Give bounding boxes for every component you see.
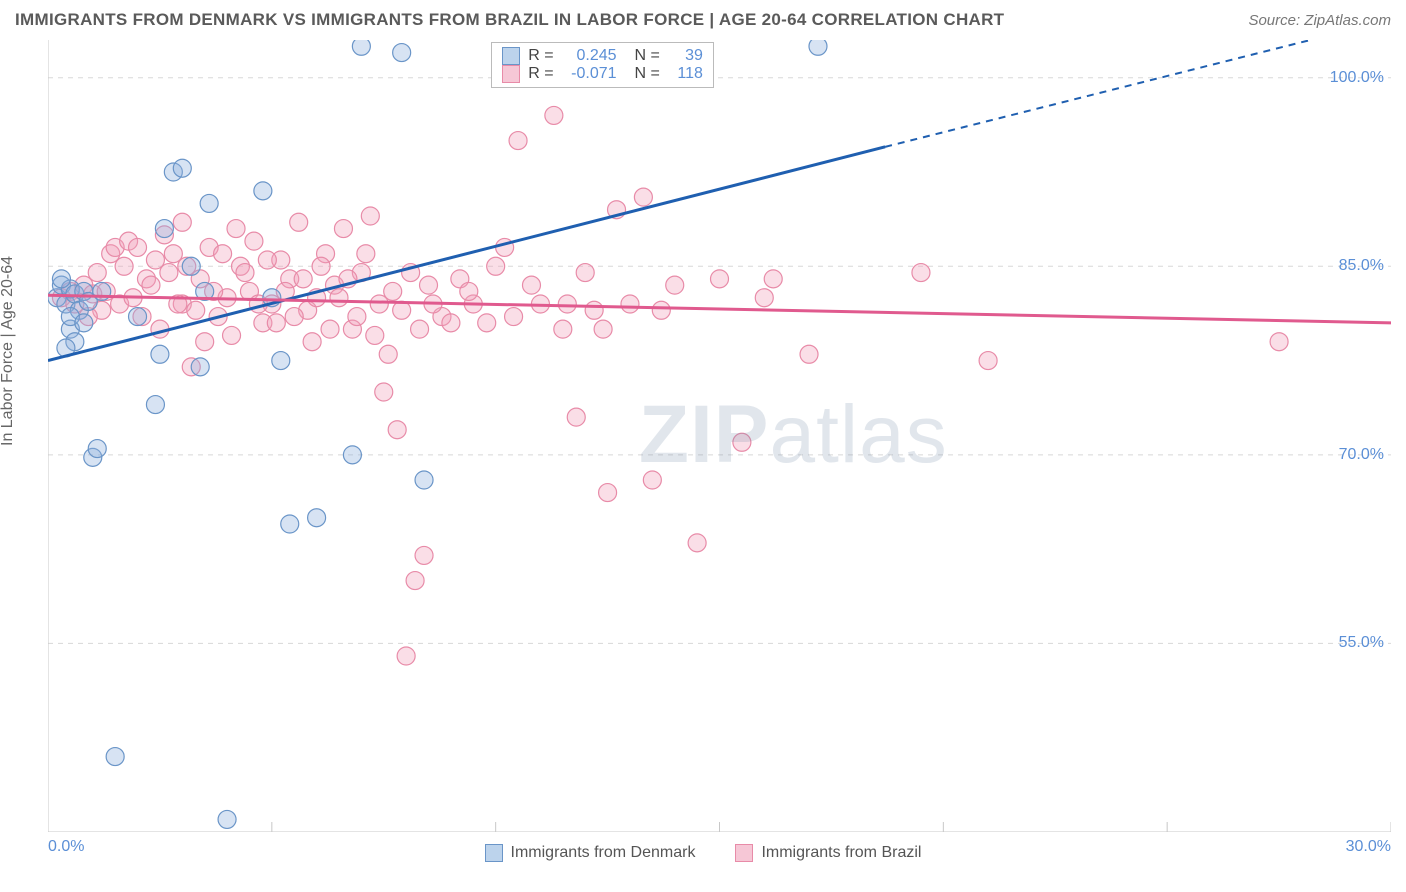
y-axis-label: In Labor Force | Age 20-64 — [0, 256, 17, 446]
y-tick-label: 85.0% — [1339, 257, 1384, 275]
stats-r-value: 0.245 — [562, 47, 617, 65]
title-bar: IMMIGRANTS FROM DENMARK VS IMMIGRANTS FR… — [15, 10, 1391, 30]
y-tick-label: 55.0% — [1339, 634, 1384, 652]
legend-item: Immigrants from Brazil — [735, 844, 921, 862]
legend-label: Immigrants from Brazil — [761, 844, 921, 862]
legend-swatch — [735, 844, 753, 862]
source-label: Source: ZipAtlas.com — [1248, 12, 1391, 29]
y-tick-label: 100.0% — [1330, 69, 1384, 87]
stats-n-value: 39 — [668, 47, 703, 65]
stats-row: R = -0.071 N = 118 — [502, 65, 703, 83]
bottom-legend: Immigrants from Denmark Immigrants from B… — [0, 844, 1406, 862]
stats-n-value: 118 — [668, 65, 703, 83]
stats-r-label: R = — [528, 65, 553, 83]
stats-legend-box: R = 0.245 N = 39 R = -0.071 N = 118 — [491, 42, 714, 88]
plot-area: ZIPatlas R =0.245N =39R =-0.071N =118 — [48, 40, 1391, 832]
y-tick-label: 70.0% — [1339, 446, 1384, 464]
chart-title: IMMIGRANTS FROM DENMARK VS IMMIGRANTS FR… — [15, 10, 1004, 30]
y-tick-labels: 55.0% 70.0% 85.0% 100.0% — [1304, 40, 1384, 832]
stats-r-label: R = — [528, 47, 553, 65]
legend-item: Immigrants from Denmark — [485, 844, 696, 862]
chart-container: IMMIGRANTS FROM DENMARK VS IMMIGRANTS FR… — [0, 0, 1406, 892]
stats-n-label: N = — [635, 47, 660, 65]
scatter-plot-svg — [48, 40, 1391, 832]
legend-label: Immigrants from Denmark — [511, 844, 696, 862]
legend-swatch — [485, 844, 503, 862]
stats-r-value: -0.071 — [562, 65, 617, 83]
stats-n-label: N = — [635, 65, 660, 83]
stats-swatch — [502, 47, 520, 65]
stats-swatch — [502, 65, 520, 83]
stats-row: R = 0.245 N = 39 — [502, 47, 703, 65]
